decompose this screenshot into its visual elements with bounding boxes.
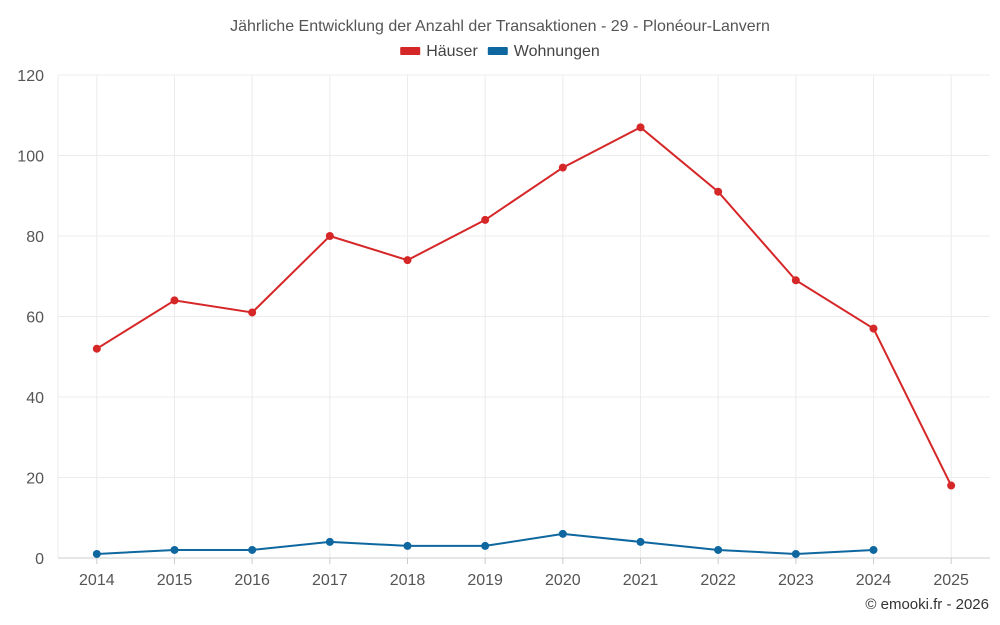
series-layer: [92, 123, 956, 558]
y-tick-label: 40: [26, 390, 44, 407]
data-point[interactable]: [791, 276, 800, 285]
x-axis: 2014 2015 2016 2017 2018 2019 2020 2021 2022 2023…: [58, 557, 990, 589]
y-tick-label: 120: [17, 68, 44, 85]
data-point[interactable]: [92, 344, 101, 353]
x-tick-label: 2022: [700, 572, 736, 589]
y-tick-label: 60: [26, 310, 44, 327]
x-tick-label: 2014: [79, 572, 115, 589]
data-point[interactable]: [325, 232, 334, 240]
y-tick-label: 80: [26, 229, 44, 246]
chart-title: Jährliche Entwicklung der Anzahl der Tra…: [230, 18, 770, 35]
data-point[interactable]: [947, 481, 956, 490]
data-point[interactable]: [558, 163, 567, 172]
x-tick-label: 2018: [390, 572, 426, 589]
credit-text: © emooki.fr - 2026: [865, 596, 989, 613]
x-tick-label: 2023: [778, 572, 814, 589]
y-tick-label: 20: [26, 471, 44, 488]
data-point[interactable]: [636, 537, 645, 546]
x-tick-label: 2024: [856, 572, 892, 589]
grid: [57, 74, 990, 558]
y-axis: 0 20 40 60 80 100 120: [17, 68, 44, 568]
legend-label: Wohnungen: [514, 43, 600, 60]
data-point[interactable]: [403, 541, 412, 550]
legend-item-0[interactable]: Häuser: [400, 43, 478, 60]
data-point[interactable]: [325, 537, 334, 546]
legend-label: Häuser: [426, 43, 478, 60]
data-point[interactable]: [558, 529, 567, 538]
y-tick-label: 100: [17, 149, 44, 166]
y-tick-label: 0: [35, 551, 44, 568]
data-point[interactable]: [170, 296, 179, 305]
data-point[interactable]: [636, 123, 645, 132]
x-tick-label: 2016: [234, 572, 270, 589]
data-point[interactable]: [869, 324, 878, 333]
data-point[interactable]: [248, 545, 257, 554]
data-point[interactable]: [481, 215, 490, 224]
data-point[interactable]: [248, 308, 257, 317]
series-line-0: [96, 126, 953, 486]
x-tick-label: 2017: [312, 572, 348, 589]
x-tick-label: 2025: [933, 572, 969, 589]
legend-swatch: [400, 47, 421, 55]
data-point[interactable]: [714, 545, 723, 554]
x-tick-label: 2020: [545, 572, 581, 589]
legend: Häuser Wohnungen: [400, 43, 600, 60]
legend-item-1[interactable]: Wohnungen: [487, 43, 600, 60]
data-point[interactable]: [403, 256, 412, 265]
data-point[interactable]: [481, 541, 490, 550]
x-tick-label: 2019: [467, 572, 503, 589]
data-point[interactable]: [869, 545, 878, 554]
data-point[interactable]: [791, 549, 800, 558]
data-point[interactable]: [92, 549, 101, 558]
x-tick-label: 2015: [157, 572, 193, 589]
legend-swatch: [487, 47, 508, 55]
x-tick-label: 2021: [623, 572, 659, 589]
data-point[interactable]: [714, 187, 723, 196]
data-point[interactable]: [170, 545, 179, 554]
